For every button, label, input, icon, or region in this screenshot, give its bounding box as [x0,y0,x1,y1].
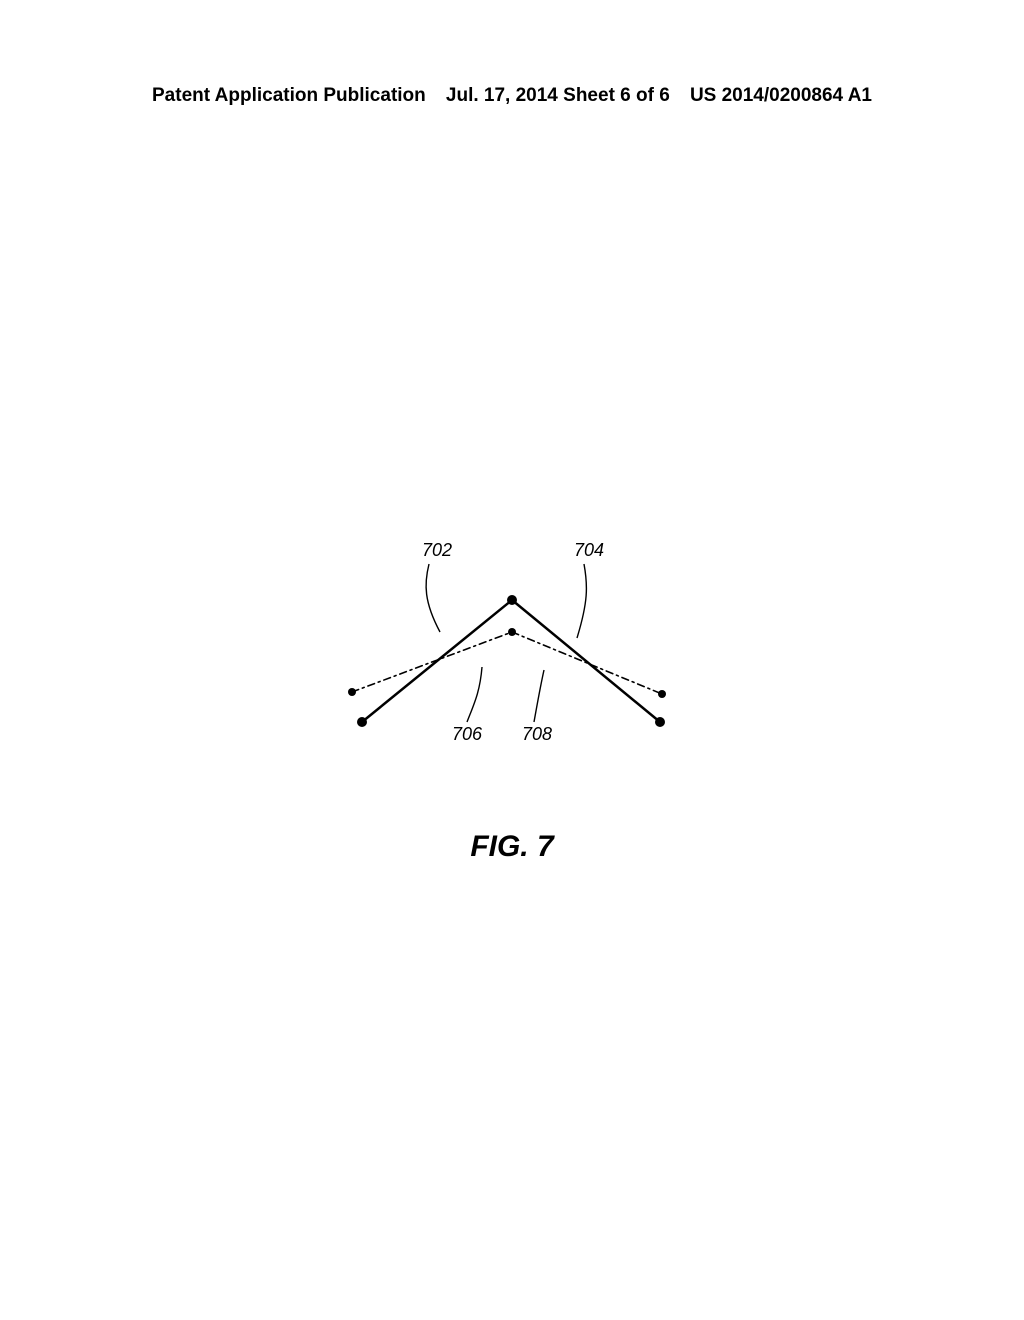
figure-caption: FIG. 7 [0,830,1024,864]
header-mid: Jul. 17, 2014 Sheet 6 of 6 [446,85,670,107]
label-l704: 704 [574,542,604,560]
header-left: Patent Application Publication [152,85,426,107]
dashed-line-left [352,632,512,692]
solid-point-0 [357,717,367,727]
solid-line-right [512,600,660,722]
label-l708: 708 [522,724,552,744]
dashed-point-2 [658,690,666,698]
dashed-point-0 [348,688,356,696]
header-right: US 2014/0200864 A1 [690,85,872,107]
label-l702: 702 [422,542,452,560]
leader-l704 [577,564,586,638]
label-l706: 706 [452,724,483,744]
leader-l702 [426,564,440,632]
figure-svg: 702 704 706 708 [312,542,712,802]
dashed-point-1 [508,628,516,636]
leader-l706 [467,667,482,722]
solid-line-left [362,600,512,722]
figure-7: 702 704 706 708 [312,542,712,802]
leader-l708 [534,670,544,722]
solid-point-2 [655,717,665,727]
page-header: Patent Application Publication Jul. 17, … [0,85,1024,107]
solid-point-1 [507,595,517,605]
